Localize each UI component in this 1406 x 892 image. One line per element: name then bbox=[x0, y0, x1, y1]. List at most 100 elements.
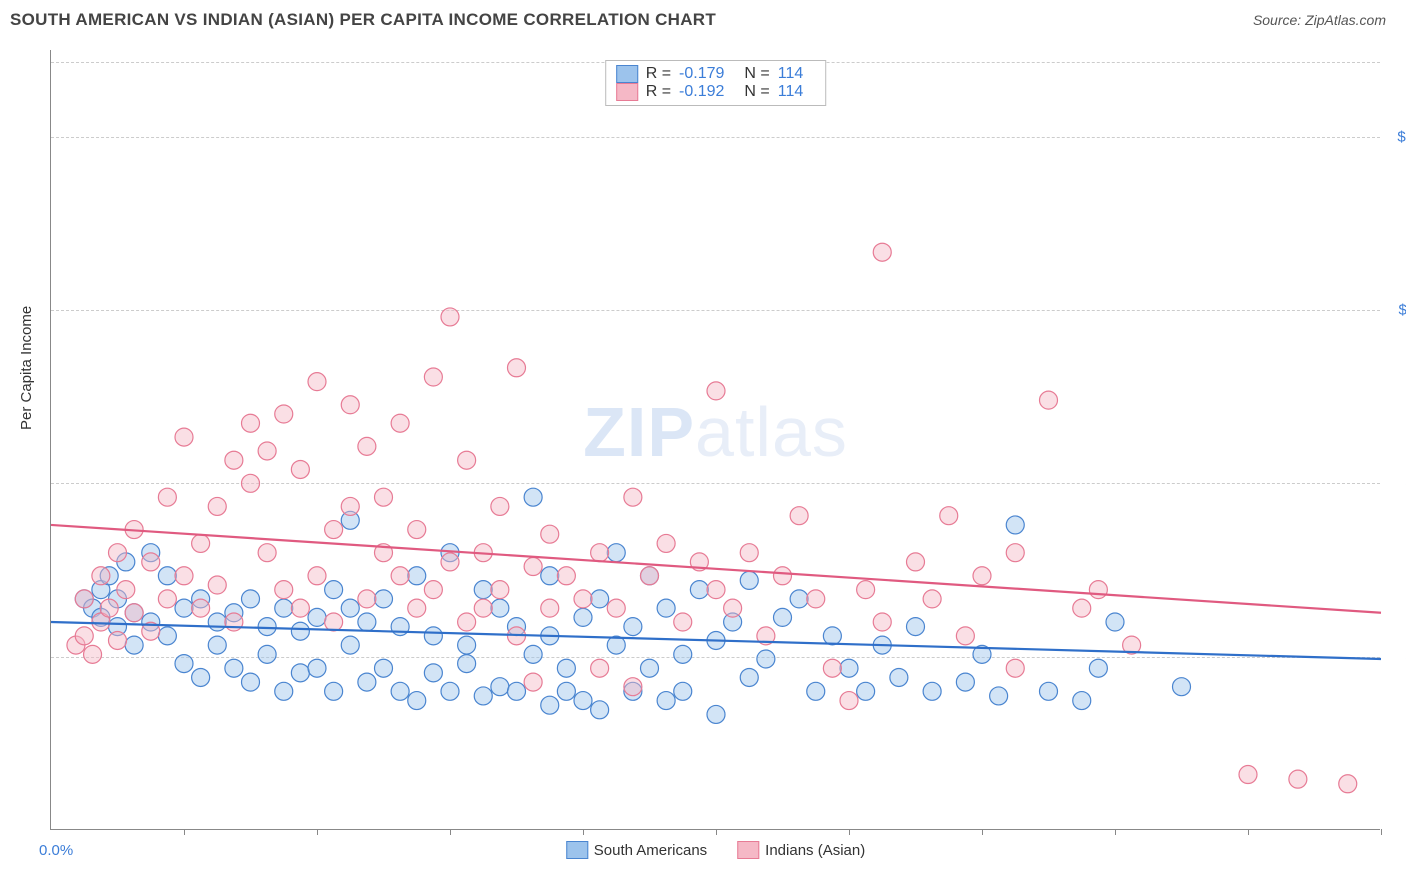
r-value: -0.192 bbox=[679, 83, 724, 101]
chart-plot-area: ZIPatlas $37,500$75,000$112,500$150,000 … bbox=[50, 50, 1380, 830]
data-point bbox=[291, 664, 309, 682]
data-point bbox=[591, 701, 609, 719]
data-point bbox=[291, 460, 309, 478]
data-point bbox=[375, 488, 393, 506]
data-point bbox=[557, 567, 575, 585]
data-point bbox=[1040, 391, 1058, 409]
data-point bbox=[1073, 692, 1091, 710]
data-point bbox=[790, 507, 808, 525]
data-point bbox=[158, 567, 176, 585]
data-point bbox=[491, 678, 509, 696]
r-label: R = bbox=[646, 65, 671, 83]
swatch-icon bbox=[616, 65, 638, 83]
data-point bbox=[242, 474, 260, 492]
trend-line bbox=[51, 622, 1381, 659]
data-point bbox=[192, 599, 210, 617]
data-point bbox=[242, 414, 260, 432]
data-point bbox=[956, 627, 974, 645]
data-point bbox=[208, 636, 226, 654]
data-point bbox=[275, 682, 293, 700]
data-point bbox=[807, 682, 825, 700]
x-tick bbox=[317, 829, 318, 835]
data-point bbox=[641, 659, 659, 677]
data-point bbox=[807, 590, 825, 608]
data-point bbox=[541, 696, 559, 714]
data-point bbox=[341, 636, 359, 654]
x-tick bbox=[1115, 829, 1116, 835]
x-tick bbox=[1381, 829, 1382, 835]
data-point bbox=[757, 650, 775, 668]
data-point bbox=[208, 497, 226, 515]
y-tick-label: $75,000 bbox=[1385, 475, 1406, 492]
data-point bbox=[291, 599, 309, 617]
data-point bbox=[674, 613, 692, 631]
r-label: R = bbox=[646, 83, 671, 101]
data-point bbox=[1089, 659, 1107, 677]
data-point bbox=[857, 581, 875, 599]
data-point bbox=[624, 618, 642, 636]
x-min-label: 0.0% bbox=[39, 842, 73, 859]
data-point bbox=[424, 627, 442, 645]
x-tick bbox=[982, 829, 983, 835]
data-point bbox=[707, 581, 725, 599]
data-point bbox=[657, 534, 675, 552]
data-point bbox=[823, 627, 841, 645]
data-point bbox=[591, 659, 609, 677]
data-point bbox=[574, 692, 592, 710]
data-point bbox=[408, 599, 426, 617]
data-point bbox=[524, 645, 542, 663]
data-point bbox=[275, 599, 293, 617]
scatter-svg bbox=[51, 50, 1380, 829]
data-point bbox=[557, 659, 575, 677]
data-point bbox=[225, 451, 243, 469]
data-point bbox=[358, 590, 376, 608]
data-point bbox=[857, 682, 875, 700]
data-point bbox=[541, 567, 559, 585]
swatch-icon bbox=[566, 841, 588, 859]
data-point bbox=[391, 414, 409, 432]
data-point bbox=[258, 618, 276, 636]
data-point bbox=[441, 682, 459, 700]
n-value: 114 bbox=[778, 83, 804, 101]
data-point bbox=[408, 567, 426, 585]
data-point bbox=[175, 428, 193, 446]
data-point bbox=[524, 558, 542, 576]
data-point bbox=[408, 521, 426, 539]
data-point bbox=[491, 599, 509, 617]
data-point bbox=[990, 687, 1008, 705]
data-point bbox=[275, 581, 293, 599]
legend: South AmericansIndians (Asian) bbox=[566, 841, 865, 859]
data-point bbox=[75, 590, 93, 608]
data-point bbox=[873, 613, 891, 631]
y-axis-label: Per Capita Income bbox=[18, 306, 35, 430]
data-point bbox=[325, 521, 343, 539]
data-point bbox=[1040, 682, 1058, 700]
data-point bbox=[458, 655, 476, 673]
data-point bbox=[923, 682, 941, 700]
data-point bbox=[258, 645, 276, 663]
data-point bbox=[458, 636, 476, 654]
source-label: Source: ZipAtlas.com bbox=[1253, 12, 1386, 28]
data-point bbox=[1173, 678, 1191, 696]
data-point bbox=[192, 668, 210, 686]
data-point bbox=[873, 243, 891, 261]
data-point bbox=[524, 488, 542, 506]
data-point bbox=[158, 627, 176, 645]
data-point bbox=[541, 599, 559, 617]
data-point bbox=[1089, 581, 1107, 599]
legend-label: Indians (Asian) bbox=[765, 842, 865, 859]
data-point bbox=[1339, 775, 1357, 793]
data-point bbox=[591, 544, 609, 562]
data-point bbox=[1006, 659, 1024, 677]
data-point bbox=[192, 534, 210, 552]
data-point bbox=[408, 692, 426, 710]
data-point bbox=[158, 590, 176, 608]
data-point bbox=[391, 682, 409, 700]
data-point bbox=[1289, 770, 1307, 788]
data-point bbox=[375, 659, 393, 677]
data-point bbox=[325, 581, 343, 599]
data-point bbox=[740, 544, 758, 562]
data-point bbox=[690, 581, 708, 599]
data-point bbox=[574, 608, 592, 626]
y-tick-label: $37,500 bbox=[1385, 648, 1406, 665]
